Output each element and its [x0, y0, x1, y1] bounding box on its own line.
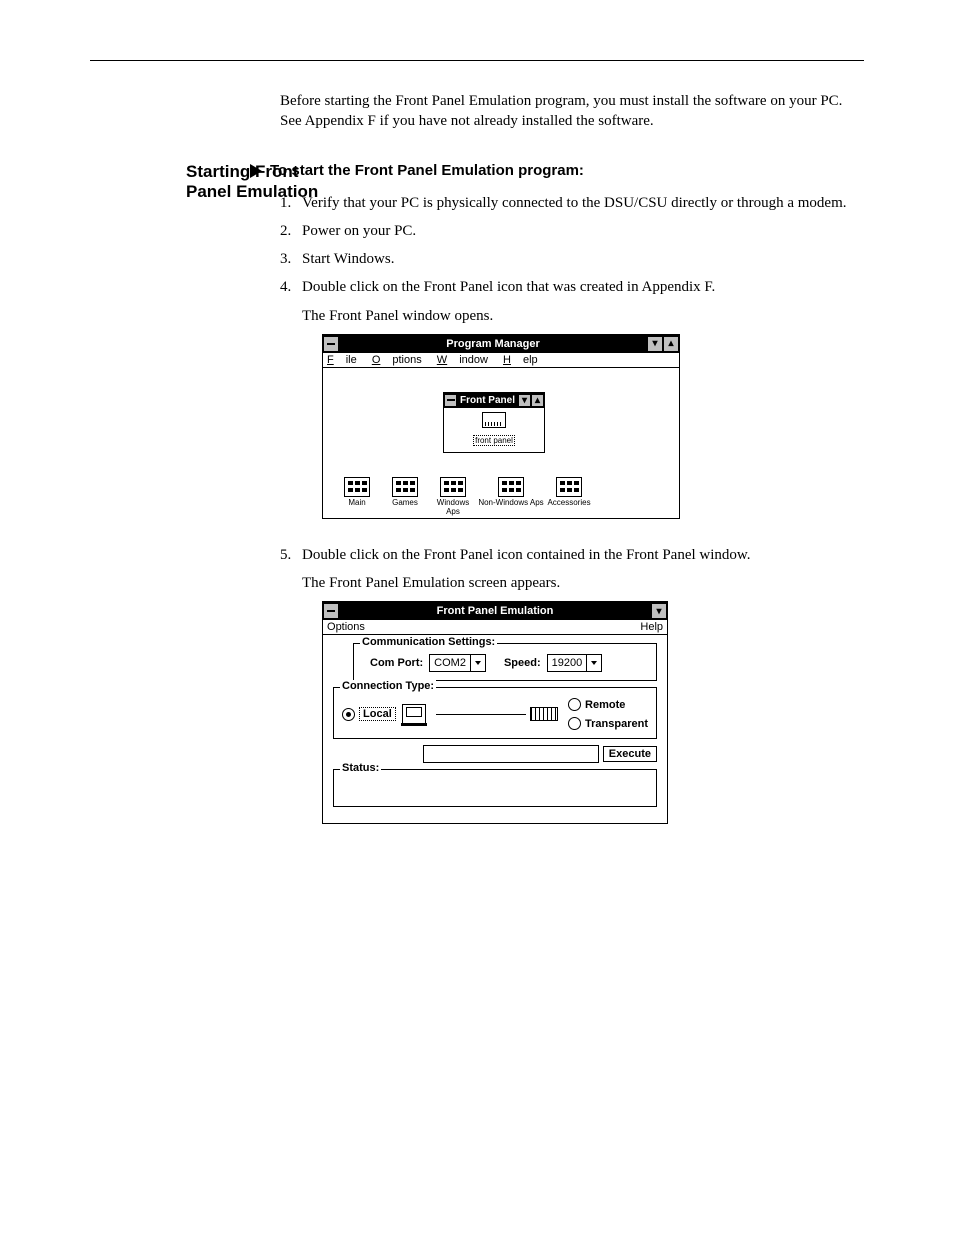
system-menu-icon[interactable] — [323, 336, 339, 352]
execute-button[interactable]: Execute — [603, 746, 657, 762]
group-games[interactable]: Games — [381, 477, 429, 516]
fpe-titlebar: Front Panel Emulation ▾ — [323, 602, 667, 620]
status-group: Status: — [333, 769, 657, 807]
group-accessories[interactable]: Accessories — [545, 477, 593, 516]
fpe-body: Communication Settings: Com Port: COM2 S… — [323, 635, 667, 823]
fpe-title: Front Panel Emulation — [339, 605, 651, 617]
chevron-down-icon[interactable] — [470, 655, 485, 671]
remote-label: Remote — [585, 699, 625, 711]
status-legend: Status: — [340, 762, 381, 774]
step-4-text: Double click on the Front Panel icon tha… — [302, 277, 864, 297]
minimize-icon[interactable]: ▾ — [518, 394, 531, 407]
step-2-text: Power on your PC. — [302, 221, 864, 241]
connection-line-icon — [436, 714, 526, 715]
radio-remote-row[interactable]: Remote — [568, 698, 648, 711]
pm-body: Front Panel ▾ ▴ front panel Main Games W — [323, 368, 679, 518]
com-port-value: COM2 — [430, 657, 470, 669]
command-input[interactable] — [423, 745, 599, 763]
chevron-down-icon[interactable] — [586, 655, 601, 671]
menu-options[interactable]: Options — [327, 621, 365, 633]
step-number: 5. — [280, 545, 302, 565]
step-number: 4. — [280, 277, 302, 297]
fp-group-title: Front Panel — [457, 395, 518, 406]
minimize-icon[interactable]: ▾ — [647, 336, 663, 352]
fp-group-body: front panel — [444, 408, 544, 452]
pc-icon — [402, 704, 426, 724]
front-panel-program-icon[interactable]: front panel — [473, 412, 515, 448]
front-panel-icon-label: front panel — [473, 435, 515, 446]
radio-transparent-row[interactable]: Transparent — [568, 717, 648, 730]
section-heading-starting: Starting Front Panel Emulation — [186, 162, 326, 202]
device-icon — [482, 412, 506, 428]
intro-paragraph: Before starting the Front Panel Emulatio… — [90, 91, 864, 132]
maximize-icon[interactable]: ▴ — [531, 394, 544, 407]
menu-help[interactable]: Help — [503, 354, 538, 366]
step-3: 3. Start Windows. — [90, 249, 864, 269]
speed-value: 19200 — [548, 657, 587, 669]
pm-title: Program Manager — [339, 338, 647, 350]
connection-type-group: Connection Type: Local Remote — [333, 687, 657, 739]
step-5: 5. Double click on the Front Panel icon … — [90, 545, 864, 565]
local-label: Local — [359, 707, 396, 721]
step-5-text: Double click on the Front Panel icon con… — [302, 545, 864, 565]
communication-settings-group: Communication Settings: Com Port: COM2 S… — [353, 643, 657, 681]
radio-remote[interactable] — [568, 698, 581, 711]
execute-row: Execute — [423, 745, 657, 763]
menu-options[interactable]: Options — [372, 354, 422, 366]
fpe-menubar: Options Help — [323, 620, 667, 635]
front-panel-emulation-window: Front Panel Emulation ▾ Options Help Com… — [322, 601, 668, 824]
step-2: 2. Power on your PC. — [90, 221, 864, 241]
step-number: 3. — [280, 249, 302, 269]
group-windows-apps[interactable]: Windows Aps — [429, 477, 477, 516]
radio-local[interactable] — [342, 708, 355, 721]
system-menu-icon[interactable] — [444, 394, 457, 407]
group-main[interactable]: Main — [333, 477, 381, 516]
figure2-caption: The Front Panel Emulation screen appears… — [90, 573, 864, 593]
menu-file[interactable]: File — [327, 354, 357, 366]
comm-legend: Communication Settings: — [360, 636, 497, 648]
menu-window[interactable]: Window — [437, 354, 488, 366]
com-port-select[interactable]: COM2 — [429, 654, 486, 672]
conn-legend: Connection Type: — [340, 680, 436, 692]
group-icon — [440, 477, 466, 497]
menu-help[interactable]: Help — [640, 621, 663, 633]
group-icon — [498, 477, 524, 497]
step-4: 4. Double click on the Front Panel icon … — [90, 277, 864, 297]
modem-icon — [530, 707, 558, 721]
program-manager-window: Program Manager ▾ ▴ File Options Window … — [322, 334, 680, 519]
minimize-icon[interactable]: ▾ — [651, 603, 667, 619]
figure1-caption: The Front Panel window opens. — [90, 306, 864, 326]
group-icon — [344, 477, 370, 497]
speed-select[interactable]: 19200 — [547, 654, 603, 672]
speed-label: Speed: — [504, 657, 541, 669]
group-icon — [392, 477, 418, 497]
top-rule — [90, 60, 864, 61]
step-number: 2. — [280, 221, 302, 241]
com-port-label: Com Port: — [370, 657, 423, 669]
step-3-text: Start Windows. — [302, 249, 864, 269]
pm-titlebar: Program Manager ▾ ▴ — [323, 335, 679, 353]
system-menu-icon[interactable] — [323, 603, 339, 619]
fp-group-titlebar: Front Panel ▾ ▴ — [444, 393, 544, 408]
group-icon — [556, 477, 582, 497]
maximize-icon[interactable]: ▴ — [663, 336, 679, 352]
step-1-text: Verify that your PC is physically connec… — [302, 193, 864, 213]
transparent-label: Transparent — [585, 718, 648, 730]
radio-transparent[interactable] — [568, 717, 581, 730]
group-non-windows-apps[interactable]: Non-Windows Aps — [477, 477, 545, 516]
pm-minimized-groups: Main Games Windows Aps Non-Windows Aps A… — [333, 477, 593, 516]
pm-menubar: File Options Window Help — [323, 353, 679, 368]
front-panel-group-window: Front Panel ▾ ▴ front panel — [443, 392, 545, 453]
